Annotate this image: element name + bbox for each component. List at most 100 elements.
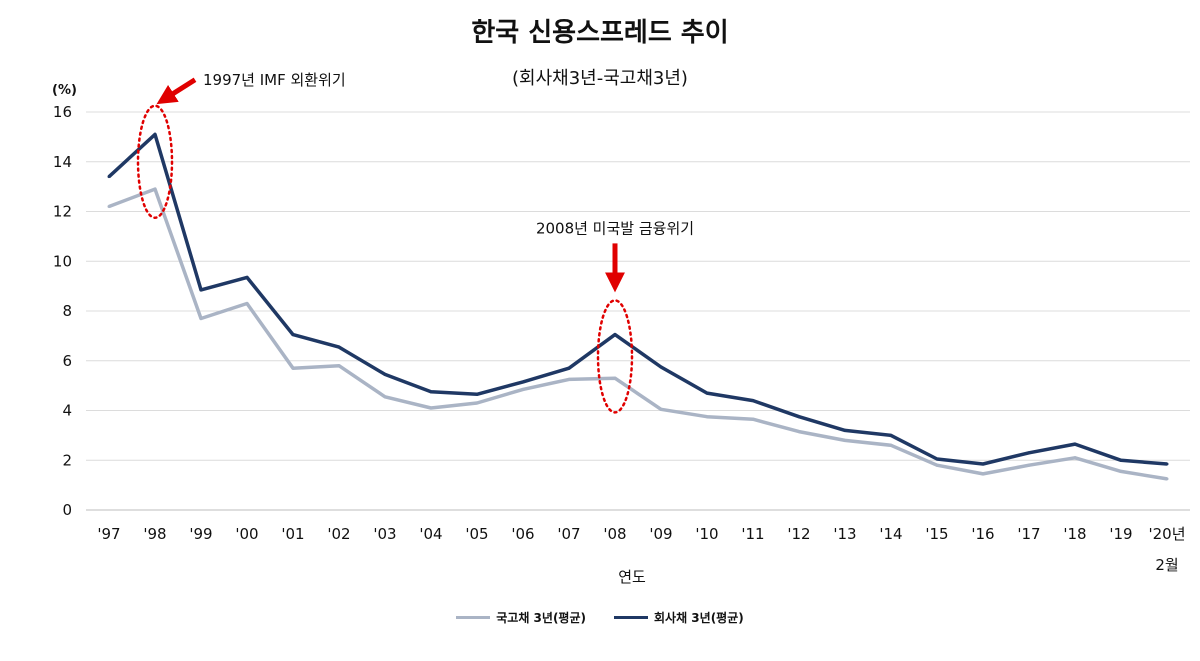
series-1-point — [889, 433, 893, 437]
series-0-point — [567, 377, 571, 381]
imf-crisis-label: 1997년 IMF 외환위기 — [203, 71, 346, 89]
series-1-point — [291, 333, 295, 337]
chart-title: 한국 신용스프레드 추이 — [471, 18, 729, 48]
series-1-point — [981, 462, 985, 466]
x-tick-label: '99 — [189, 525, 212, 543]
series-0-point — [659, 407, 663, 411]
legend-swatch-corporate-bond — [614, 616, 648, 619]
y-tick-labels: 0 2 4 6 8 10 12 14 16 — [53, 103, 72, 519]
series-1-point — [245, 275, 249, 279]
grid-layer — [86, 111, 1190, 511]
series-1-point — [475, 392, 479, 396]
series-1-point — [797, 415, 801, 419]
y-tick-label: 12 — [53, 203, 72, 221]
series-1-point — [1119, 458, 1123, 462]
series-1-point — [153, 132, 157, 136]
series-0-point — [107, 205, 111, 209]
imf-crisis-ellipse — [136, 104, 174, 219]
series-1-point — [521, 380, 525, 384]
x-tick-label: '06 — [511, 525, 534, 543]
gfc-label: 2008년 미국발 금융위기 — [536, 219, 694, 237]
legend-label-corporate-bond: 회사채 3년(평균) — [654, 611, 744, 625]
series-1-point — [751, 399, 755, 403]
x-tick-label: '09 — [649, 525, 672, 543]
series-line-1 — [107, 132, 1168, 466]
x-tick-label: '10 — [695, 525, 718, 543]
y-tick-label: 10 — [53, 252, 72, 270]
x-tick-label: '97 — [97, 525, 120, 543]
series-line-0 — [108, 187, 1168, 481]
y-tick-label: 0 — [62, 501, 72, 519]
series-1-point — [383, 372, 387, 376]
series-0-point — [797, 430, 801, 434]
series-0-point — [1073, 456, 1077, 460]
series-1-point — [843, 428, 847, 432]
chart-subtitle: (회사채3년-국고채3년) — [512, 68, 688, 89]
series-1-point — [935, 457, 939, 461]
series-1-point — [1073, 442, 1077, 446]
y-tick-label: 16 — [53, 103, 72, 121]
series-0-point — [429, 406, 433, 410]
series-1-point — [613, 333, 617, 337]
x-tick-label: '08 — [603, 525, 626, 543]
x-tick-labels: '97 '98 '99 '00 '01 '02 '03 '04 '05 '06 '07 '08 '09 '… — [97, 525, 1185, 574]
series-1-point — [199, 288, 203, 292]
y-tick-label: 14 — [53, 153, 72, 171]
series-0-point — [889, 443, 893, 447]
series-0-point — [245, 302, 249, 306]
y-tick-label: 2 — [62, 451, 72, 469]
series-1-point — [429, 390, 433, 394]
y-axis-unit: (%) — [52, 83, 77, 98]
x-tick-label: '15 — [925, 525, 948, 543]
annotations: 1997년 IMF 외환위기 2008년 미국발 금융위기 — [136, 71, 694, 414]
y-tick-label: 6 — [62, 352, 72, 370]
legend: 국고채 3년(평균) 회사채 3년(평균) — [0, 609, 1200, 626]
x-tick-label: '20년 — [1148, 525, 1185, 543]
series-1-point — [705, 391, 709, 395]
series-0-point — [751, 417, 755, 421]
series-lines — [107, 132, 1169, 481]
imf-crisis-arrow — [156, 77, 197, 105]
x-axis-title: 연도 — [618, 568, 646, 586]
series-0-point — [475, 401, 479, 405]
legend-item-corporate-bond: 회사채 3년(평균) — [614, 609, 744, 626]
x-tick-label: '16 — [971, 525, 994, 543]
gfc-ellipse — [596, 299, 634, 414]
y-tick-label: 4 — [62, 402, 72, 420]
series-0-point — [935, 463, 939, 467]
series-0-point — [153, 187, 157, 191]
x-tick-label: '02 — [327, 525, 350, 543]
legend-label-government-bond: 국고채 3년(평균) — [496, 611, 586, 625]
series-0-point — [521, 387, 525, 391]
x-tick-label-line2: 2월 — [1155, 556, 1178, 574]
series-0-point — [1119, 469, 1123, 473]
x-tick-label: '98 — [143, 525, 166, 543]
x-tick-label: '05 — [465, 525, 488, 543]
x-tick-label: '01 — [281, 525, 304, 543]
series-1-point — [337, 345, 341, 349]
x-tick-label: '17 — [1017, 525, 1040, 543]
x-tick-label: '03 — [373, 525, 396, 543]
x-tick-label: '19 — [1109, 525, 1132, 543]
x-tick-label: '11 — [741, 525, 764, 543]
x-tick-label: '18 — [1063, 525, 1086, 543]
series-1-point — [1165, 462, 1169, 466]
x-tick-label: '13 — [833, 525, 856, 543]
series-0-point — [705, 415, 709, 419]
series-1-point — [1027, 451, 1031, 455]
x-tick-label: '00 — [235, 525, 258, 543]
series-0-point — [843, 438, 847, 442]
series-0-point — [291, 366, 295, 370]
series-0-point — [199, 316, 203, 320]
legend-swatch-government-bond — [456, 616, 491, 619]
y-tick-label: 8 — [62, 302, 72, 320]
x-tick-label: '07 — [557, 525, 580, 543]
series-1-point — [567, 366, 571, 370]
series-1-point — [659, 365, 663, 369]
x-tick-label: '14 — [879, 525, 902, 543]
series-0-point — [1165, 477, 1169, 481]
series-0-point — [613, 376, 617, 380]
series-0-point — [337, 364, 341, 368]
legend-item-government-bond: 국고채 3년(평균) — [456, 609, 586, 626]
